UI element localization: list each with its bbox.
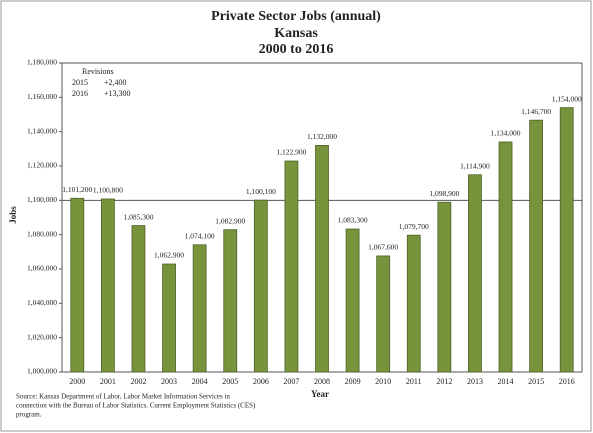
- source-note: program.: [16, 411, 42, 419]
- value-label: 1,114,900: [460, 161, 490, 170]
- bar: [498, 141, 513, 373]
- x-tick-label: 2013: [467, 377, 483, 386]
- y-tick-label: 1,020,000: [27, 332, 57, 341]
- bar: [131, 225, 146, 373]
- value-label: 1,085,300: [123, 212, 153, 221]
- y-tick-label: 1,040,000: [27, 298, 57, 307]
- value-label: 1,083,300: [338, 216, 368, 225]
- x-tick-label: 2016: [559, 377, 575, 386]
- x-tick-label: 2010: [375, 377, 391, 386]
- bar: [406, 234, 421, 373]
- value-label: 1,098,900: [429, 189, 459, 198]
- value-label: 1,062,900: [154, 251, 184, 260]
- annotation-text: +2,400: [104, 78, 127, 87]
- x-tick-label: 2012: [436, 377, 452, 386]
- value-label: 1,100,800: [93, 186, 123, 195]
- value-label: 1,132,000: [307, 132, 337, 141]
- y-tick-label: 1,160,000: [27, 92, 57, 101]
- y-tick-label: 1,100,000: [27, 195, 57, 204]
- value-label: 1,082,900: [215, 216, 245, 225]
- x-tick-label: 2008: [314, 377, 330, 386]
- x-tick-label: 2015: [528, 377, 544, 386]
- bar: [284, 160, 299, 373]
- bar: [315, 144, 329, 373]
- bar: [529, 119, 544, 373]
- bar: [162, 263, 176, 373]
- value-label: 1,122,900: [276, 148, 306, 157]
- chart-title: Private Sector Jobs (annual): [211, 9, 381, 24]
- y-tick-label: 1,060,000: [27, 264, 57, 273]
- annotation-text: +13,300: [104, 89, 131, 98]
- x-tick-label: 2001: [100, 377, 116, 386]
- source-note: connection with the Bureau of Labor Stat…: [16, 402, 256, 410]
- bar: [559, 107, 574, 373]
- x-tick-label: 2000: [69, 377, 85, 386]
- bar: [437, 201, 452, 373]
- value-label: 1,134,000: [491, 129, 521, 138]
- bar: [100, 198, 115, 373]
- x-tick-label: 2011: [406, 377, 422, 386]
- chart-title: 2000 to 2016: [259, 42, 334, 57]
- x-tick-label: 2003: [161, 377, 177, 386]
- value-label: 1,146,700: [521, 107, 551, 116]
- y-tick-label: 1,080,000: [27, 229, 57, 238]
- x-tick-label: 2014: [498, 377, 514, 386]
- x-tick-label: 2004: [192, 377, 208, 386]
- chart-title: Kansas: [274, 26, 318, 41]
- value-label: 1,100,100: [246, 187, 276, 196]
- x-tick-label: 2005: [222, 377, 238, 386]
- bar: [253, 199, 268, 373]
- bar: [468, 174, 482, 373]
- value-label: 1,067,600: [368, 243, 398, 252]
- value-label: 1,101,200: [62, 185, 92, 194]
- annotation-text: 2015: [72, 78, 88, 87]
- value-label: 1,074,100: [185, 232, 215, 241]
- x-tick-label: 2002: [130, 377, 146, 386]
- y-tick-label: 1,180,000: [27, 58, 57, 67]
- x-tick-label: 2009: [345, 377, 361, 386]
- annotation-text: 2016: [72, 89, 88, 98]
- value-label: 1,154,000: [552, 94, 582, 103]
- y-axis-label: Jobs: [8, 206, 18, 224]
- bar: [376, 255, 391, 373]
- bar: [192, 244, 207, 373]
- annotation-title: Revisions: [82, 67, 114, 76]
- x-tick-label: 2006: [253, 377, 269, 386]
- x-tick-label: 2007: [283, 377, 299, 386]
- bar: [70, 197, 85, 373]
- y-tick-label: 1,140,000: [27, 126, 57, 135]
- x-axis-label: Year: [311, 389, 329, 399]
- bar: [223, 229, 238, 373]
- y-tick-label: 1,120,000: [27, 161, 57, 170]
- bar: [345, 228, 360, 373]
- value-label: 1,079,700: [399, 222, 429, 231]
- source-note: Source: Kansas Department of Labor, Labo…: [16, 393, 230, 401]
- y-tick-label: 1,000,000: [27, 367, 57, 376]
